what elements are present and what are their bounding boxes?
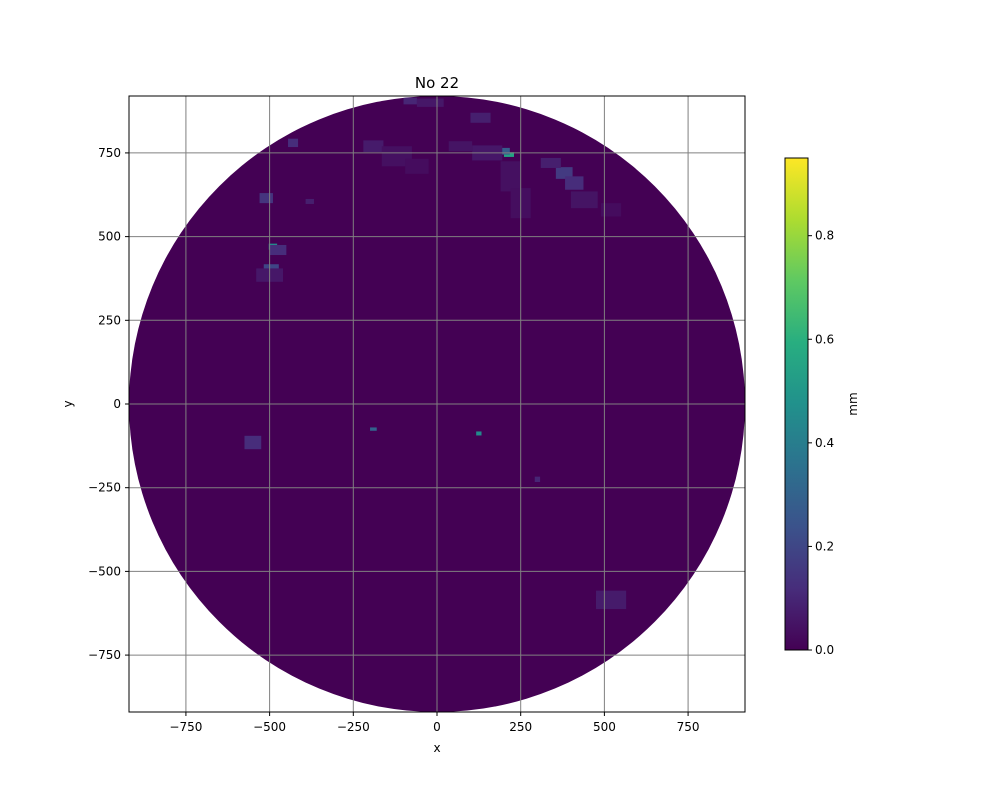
y-axis-label: y (61, 400, 75, 407)
colorbar-tick-label: 0.0 (815, 643, 834, 657)
data-cell (403, 97, 417, 105)
data-cell (596, 590, 627, 610)
data-cell (498, 147, 510, 155)
data-cell (370, 427, 377, 431)
data-cell (448, 141, 473, 152)
data-cell (540, 157, 561, 168)
x-tick-label: −500 (253, 720, 286, 734)
x-axis-label: x (433, 741, 440, 755)
data-cell (244, 435, 262, 450)
colorbar-label: mm (846, 392, 860, 415)
x-tick-label: 750 (677, 720, 700, 734)
plot-area (129, 96, 745, 712)
colorbar-gradient (784, 157, 809, 651)
data-cell (305, 198, 314, 204)
data-cell (570, 191, 598, 209)
chart-title: No 22 (415, 74, 459, 92)
data-cell (476, 431, 482, 436)
y-tick-label: −500 (88, 564, 121, 578)
data-cell (470, 112, 491, 123)
colorbar-tick-label: 0.8 (815, 229, 834, 243)
colorbar-ticks: 0.0 0.2 0.4 0.6 0.8 (808, 229, 834, 657)
data-cell (405, 158, 429, 174)
data-cell (565, 176, 584, 190)
y-tick-label: −750 (88, 648, 121, 662)
x-tick-label: 500 (593, 720, 616, 734)
x-axis-ticks: −750 −500 −250 0 250 500 750 (169, 712, 700, 734)
data-cell (555, 167, 573, 179)
x-tick-label: 250 (509, 720, 532, 734)
y-tick-label: 750 (98, 146, 121, 160)
data-cell (601, 203, 622, 217)
colorbar-tick-label: 0.6 (815, 332, 834, 346)
x-tick-label: −750 (169, 720, 202, 734)
y-tick-label: 500 (98, 230, 121, 244)
y-axis-ticks: −750 −500 −250 0 250 500 750 (88, 146, 129, 662)
data-cell (363, 140, 384, 153)
colorbar-tick-label: 0.2 (815, 539, 834, 553)
grid-lines (129, 96, 745, 712)
x-tick-label: −250 (337, 720, 370, 734)
y-tick-label: 0 (113, 397, 121, 411)
data-cell (288, 138, 299, 148)
data-cell (381, 146, 412, 167)
y-tick-label: 250 (98, 313, 121, 327)
x-tick-label: 0 (433, 720, 441, 734)
data-cell (269, 244, 287, 256)
y-tick-label: −250 (88, 481, 121, 495)
data-cell (534, 476, 541, 483)
colorbar: 0.0 0.2 0.4 0.6 0.8 mm (784, 157, 860, 657)
data-cell (259, 193, 273, 204)
data-cell (416, 98, 444, 107)
data-cell (500, 161, 521, 192)
colorbar-tick-label: 0.4 (815, 436, 834, 450)
